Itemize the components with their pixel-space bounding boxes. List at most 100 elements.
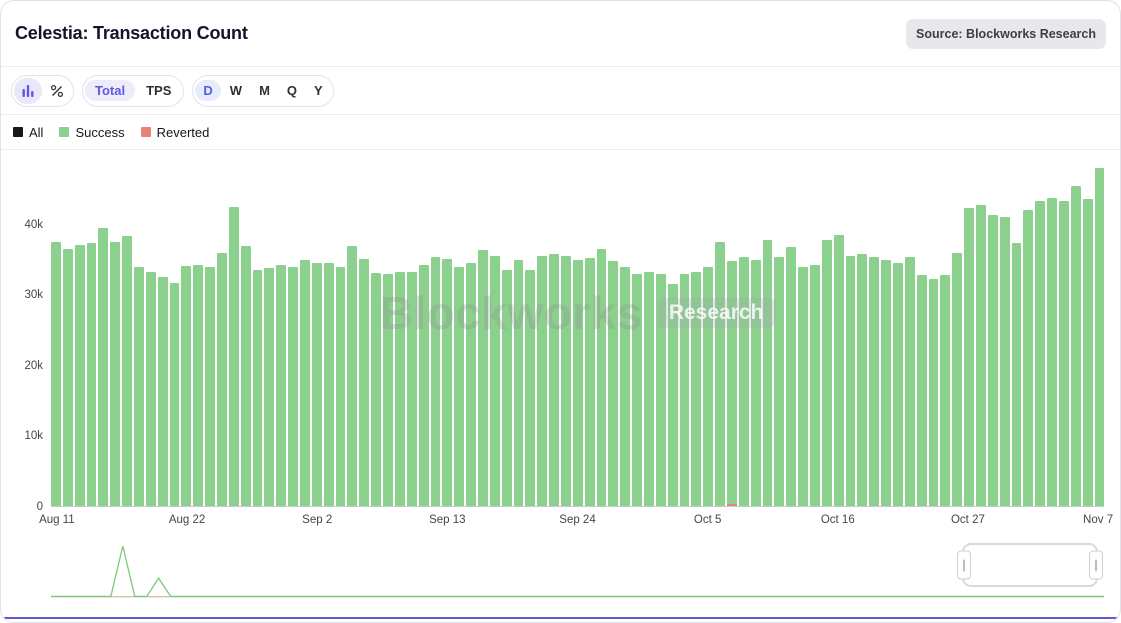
bar[interactable]: [205, 162, 216, 506]
bar[interactable]: [442, 162, 453, 506]
brush-handle-right[interactable]: [1088, 550, 1103, 580]
bar[interactable]: [228, 162, 239, 506]
bar[interactable]: [703, 162, 714, 506]
metric-tps-button[interactable]: TPS: [136, 80, 181, 101]
period-m-button[interactable]: M: [251, 80, 278, 101]
bar[interactable]: [1082, 162, 1093, 506]
bar[interactable]: [1047, 162, 1058, 506]
bar[interactable]: [477, 162, 488, 506]
bar[interactable]: [157, 162, 168, 506]
bar[interactable]: [952, 162, 963, 506]
bar[interactable]: [335, 162, 346, 506]
bar[interactable]: [738, 162, 749, 506]
bar-chart-view-button[interactable]: [14, 77, 42, 104]
bar[interactable]: [774, 162, 785, 506]
bar[interactable]: [264, 162, 275, 506]
bar[interactable]: [240, 162, 251, 506]
bar[interactable]: [810, 162, 820, 506]
bar[interactable]: [276, 162, 287, 506]
bar[interactable]: [655, 162, 666, 506]
bar[interactable]: [904, 162, 915, 506]
brush-window[interactable]: [957, 543, 1103, 587]
bar[interactable]: [359, 162, 370, 506]
legend-item-all[interactable]: All: [13, 125, 43, 140]
bar[interactable]: [51, 162, 61, 506]
bar[interactable]: [987, 162, 998, 506]
bar[interactable]: [762, 162, 773, 506]
bar[interactable]: [122, 162, 133, 506]
bar[interactable]: [1011, 162, 1022, 506]
bar[interactable]: [169, 162, 180, 506]
period-y-button[interactable]: Y: [306, 80, 331, 101]
bar[interactable]: [821, 162, 832, 506]
bar[interactable]: [643, 162, 654, 506]
bar[interactable]: [1059, 162, 1069, 506]
bar[interactable]: [323, 162, 334, 506]
bar[interactable]: [869, 162, 880, 506]
bar[interactable]: [145, 162, 156, 506]
bar[interactable]: [679, 162, 690, 506]
bar[interactable]: [1035, 162, 1046, 506]
bar[interactable]: [928, 162, 939, 506]
bar[interactable]: [1070, 162, 1081, 506]
period-d-button[interactable]: D: [195, 80, 221, 101]
bar[interactable]: [418, 162, 429, 506]
bar[interactable]: [715, 162, 725, 506]
bar[interactable]: [430, 162, 441, 506]
bar[interactable]: [999, 162, 1010, 506]
bar[interactable]: [893, 162, 903, 506]
bar[interactable]: [394, 162, 405, 506]
bar[interactable]: [940, 162, 951, 506]
bar[interactable]: [300, 162, 310, 506]
bar[interactable]: [750, 162, 761, 506]
bar[interactable]: [406, 162, 417, 506]
bar[interactable]: [881, 162, 892, 506]
bar[interactable]: [560, 162, 571, 506]
bar[interactable]: [584, 162, 595, 506]
bar[interactable]: [383, 162, 393, 506]
bar[interactable]: [632, 162, 642, 506]
bar[interactable]: [525, 162, 536, 506]
metric-total-button[interactable]: Total: [85, 80, 136, 101]
bar[interactable]: [311, 162, 322, 506]
bar[interactable]: [288, 162, 299, 506]
bar[interactable]: [1094, 162, 1105, 506]
bar[interactable]: [596, 162, 607, 506]
bar[interactable]: [1023, 162, 1034, 506]
bar[interactable]: [549, 162, 559, 506]
bar[interactable]: [371, 162, 382, 506]
period-w-button[interactable]: W: [222, 80, 250, 101]
bar[interactable]: [964, 162, 975, 506]
brush-handle-left[interactable]: [957, 550, 972, 580]
bar[interactable]: [608, 162, 619, 506]
bar[interactable]: [916, 162, 927, 506]
bar[interactable]: [726, 162, 737, 506]
bar[interactable]: [537, 162, 548, 506]
bar[interactable]: [98, 162, 109, 506]
bar[interactable]: [620, 162, 631, 506]
bar[interactable]: [501, 162, 512, 506]
bar[interactable]: [252, 162, 263, 506]
bar[interactable]: [691, 162, 702, 506]
bar[interactable]: [217, 162, 227, 506]
bar[interactable]: [74, 162, 85, 506]
bar[interactable]: [466, 162, 476, 506]
bar[interactable]: [857, 162, 868, 506]
bar[interactable]: [845, 162, 856, 506]
bar[interactable]: [489, 162, 500, 506]
bar[interactable]: [62, 162, 73, 506]
bar[interactable]: [86, 162, 97, 506]
bar[interactable]: [134, 162, 144, 506]
bar[interactable]: [833, 162, 844, 506]
navigator[interactable]: [1, 538, 1120, 622]
bar[interactable]: [513, 162, 524, 506]
period-q-button[interactable]: Q: [279, 80, 305, 101]
bar[interactable]: [110, 162, 121, 506]
bar[interactable]: [193, 162, 204, 506]
bar[interactable]: [786, 162, 797, 506]
bar[interactable]: [976, 162, 986, 506]
bar[interactable]: [572, 162, 583, 506]
bar[interactable]: [454, 162, 465, 506]
legend-item-reverted[interactable]: Reverted: [140, 125, 209, 140]
percent-view-button[interactable]: [43, 78, 71, 104]
